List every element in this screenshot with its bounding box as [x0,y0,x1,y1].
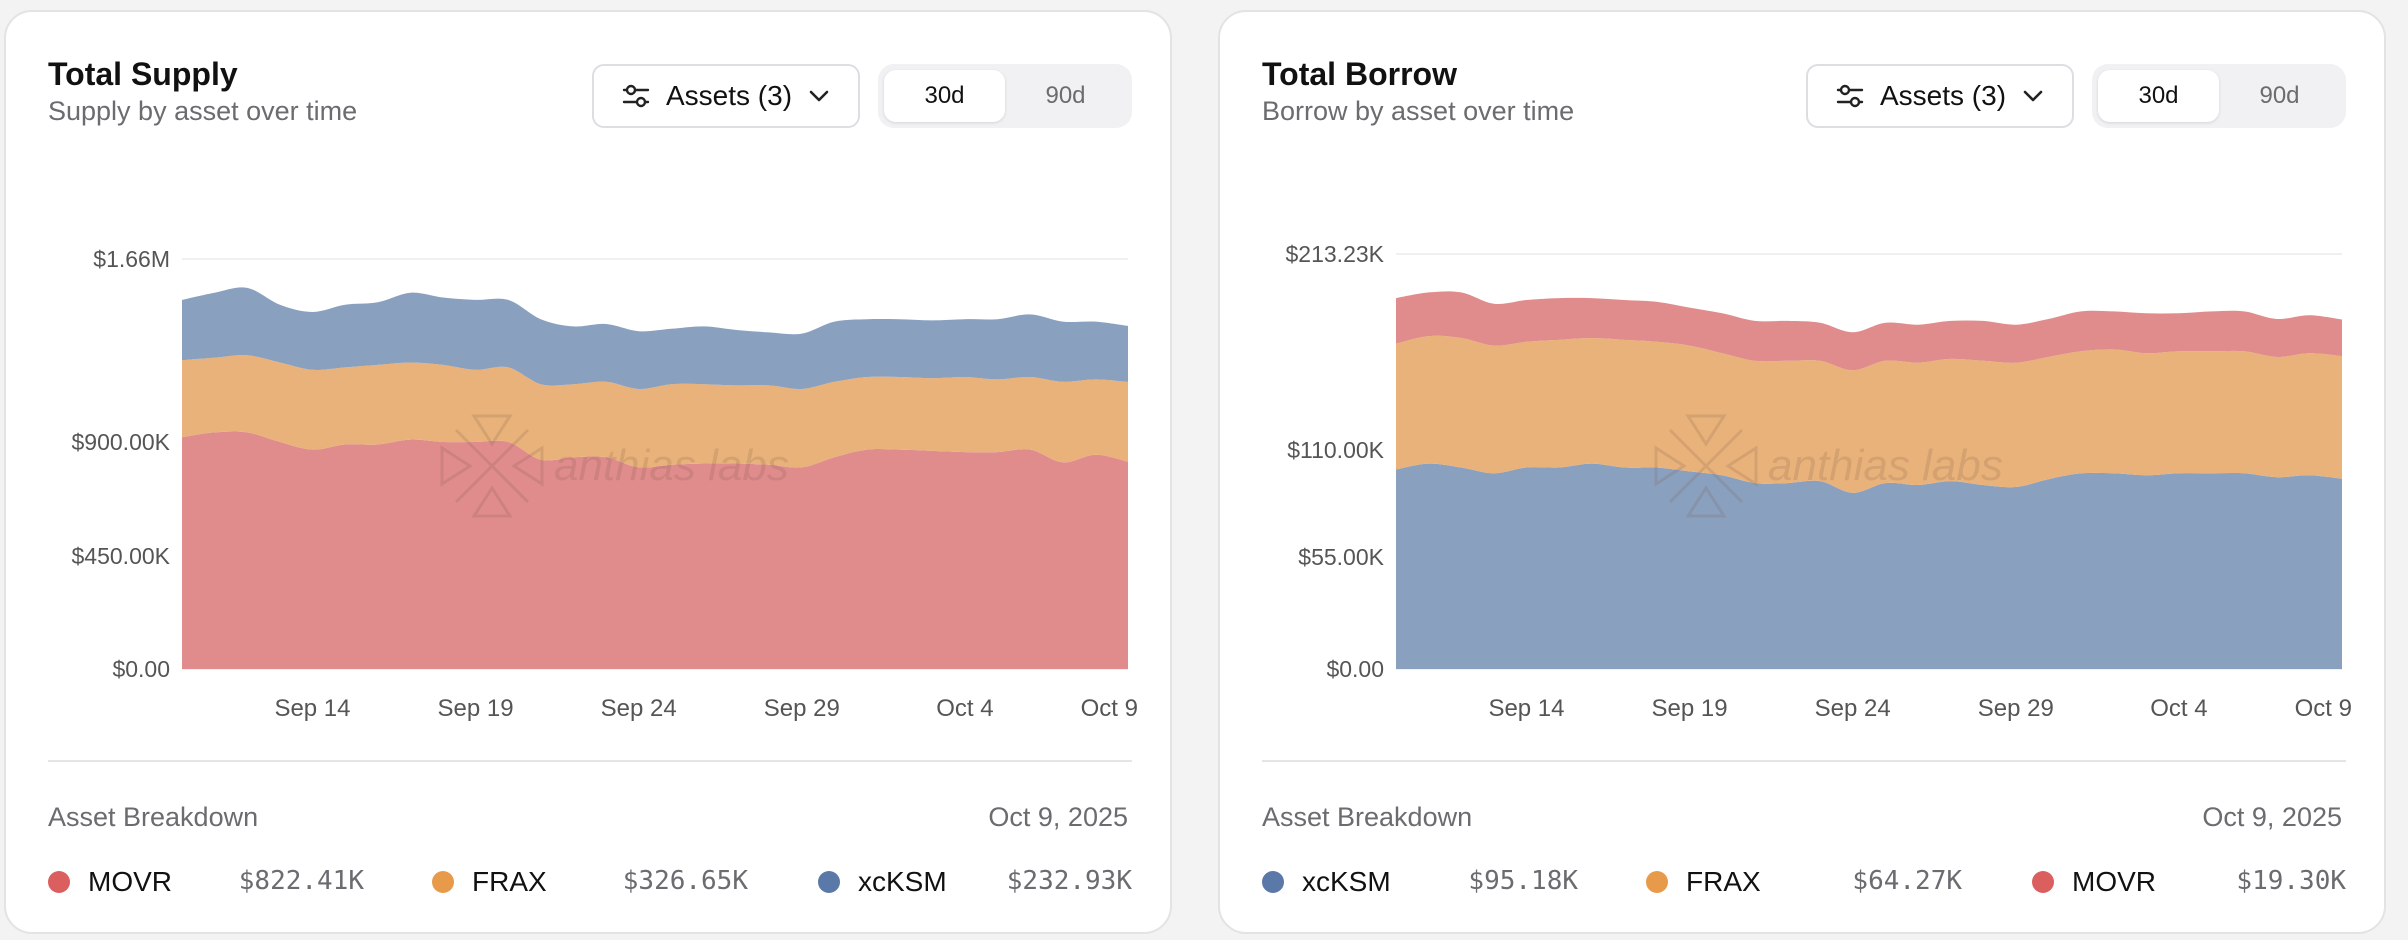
legend-item: MOVR [48,862,172,902]
x-tick-label: Sep 19 [438,695,514,722]
area-series-frax[interactable] [182,355,1128,468]
legend-name: MOVR [2072,866,2156,897]
supply-area-chart[interactable]: $0.00 $450.00K $900.00K $1.66M anthias labs S… [6,212,1174,732]
assets-filter-label: Assets (3) [665,80,793,111]
x-tick-label: Sep 24 [1815,695,1891,722]
x-tick-label: Sep 24 [601,695,677,722]
total-borrow-card: Total Borrow Borrow by asset over time A… [1218,10,2386,934]
assets-filter-button[interactable]: Assets (3) [592,64,860,128]
legend-dot [1646,871,1668,893]
x-tick-label: Oct 4 [2150,695,2207,722]
legend-value: $95.18K [1468,866,1578,896]
total-supply-card: Total Supply Supply by asset over time A… [4,10,1172,934]
x-tick-label: Sep 29 [764,695,840,722]
legend-item: xcKSM [818,862,947,902]
area-series-movr[interactable] [182,431,1128,669]
legend-name: xcKSM [858,866,947,897]
range-90d-button[interactable]: 90d [2259,82,2300,109]
y-tick-label: $900.00K [72,429,171,455]
y-tick-label: $1.66M [93,246,170,272]
range-toggle: 30d 90d [878,64,1132,128]
legend-dot [48,871,70,893]
breakdown-title: Asset Breakdown [1262,802,1473,832]
range-30d-button[interactable]: 30d [2098,70,2219,122]
card-title: Total Borrow [1262,56,1457,92]
legend-value: $64.27K [1852,866,1962,896]
legend-value: $232.93K [1006,866,1132,896]
legend-name: FRAX [472,866,547,897]
chevron-down-icon [2022,89,2044,103]
asset-breakdown-legend: xcKSM $95.18K FRAX $64.27K MOVR $19.30K [1262,862,2346,902]
divider [1262,760,2346,762]
legend-dot [1262,871,1284,893]
legend-item: FRAX [432,862,547,902]
x-tick-label: Sep 19 [1652,695,1728,722]
card-subtitle: Supply by asset over time [48,96,358,126]
x-tick-label: Sep 29 [1978,695,2054,722]
borrow-area-chart[interactable]: $0.00 $55.00K $110.00K $213.23K anthias labs… [1220,212,2388,732]
x-tick-label: Oct 9 [2295,695,2352,722]
x-tick-label: Sep 14 [1488,695,1564,722]
y-tick-label: $55.00K [1298,544,1384,570]
legend-item: FRAX [1646,862,1761,902]
legend-value: $326.65K [622,866,748,896]
x-tick-label: Oct 4 [936,695,993,722]
card-subtitle: Borrow by asset over time [1262,96,1575,126]
y-tick-label: $450.00K [72,543,171,569]
chevron-down-icon [808,89,830,103]
card-title: Total Supply [48,56,238,92]
breakdown-date: Oct 9, 2025 [988,802,1128,832]
assets-filter-label: Assets (3) [1879,80,2007,111]
x-tick-label: Sep 14 [274,695,350,722]
watermark-logo: anthias labs [440,414,789,518]
divider [48,760,1132,762]
y-tick-label: $0.00 [112,656,170,682]
y-tick-label: $213.23K [1286,241,1385,267]
y-tick-label: $110.00K [1287,437,1384,463]
legend-name: MOVR [88,866,172,897]
legend-item: xcKSM [1262,862,1391,902]
legend-name: FRAX [1686,866,1761,897]
watermark-logo: anthias labs [1654,414,2003,518]
asset-breakdown-legend: MOVR $822.41K FRAX $326.65K xcKSM $232.9… [48,862,1132,902]
legend-name: xcKSM [1302,866,1391,897]
x-tick-label: Oct 9 [1081,695,1138,722]
legend-dot [432,871,454,893]
area-series-frax[interactable] [1396,335,2342,493]
area-series-movr[interactable] [1396,291,2342,371]
range-90d-button[interactable]: 90d [1045,82,1086,109]
legend-value: $822.41K [238,866,364,896]
range-toggle: 30d 90d [2092,64,2346,128]
area-series-xcksm[interactable] [182,287,1128,390]
assets-filter-button[interactable]: Assets (3) [1806,64,2074,128]
y-tick-label: $0.00 [1326,656,1384,682]
sliders-icon [622,83,650,109]
legend-dot [2032,871,2054,893]
watermark-text: anthias labs [554,441,789,490]
range-30d-button[interactable]: 30d [884,70,1005,122]
watermark-text: anthias labs [1768,441,2003,490]
legend-dot [818,871,840,893]
area-series-xcksm[interactable] [1396,463,2342,669]
breakdown-date: Oct 9, 2025 [2202,802,2342,832]
breakdown-title: Asset Breakdown [48,802,259,832]
legend-value: $19.30K [2236,866,2346,896]
sliders-icon [1836,83,1864,109]
legend-item: MOVR [2032,862,2156,902]
